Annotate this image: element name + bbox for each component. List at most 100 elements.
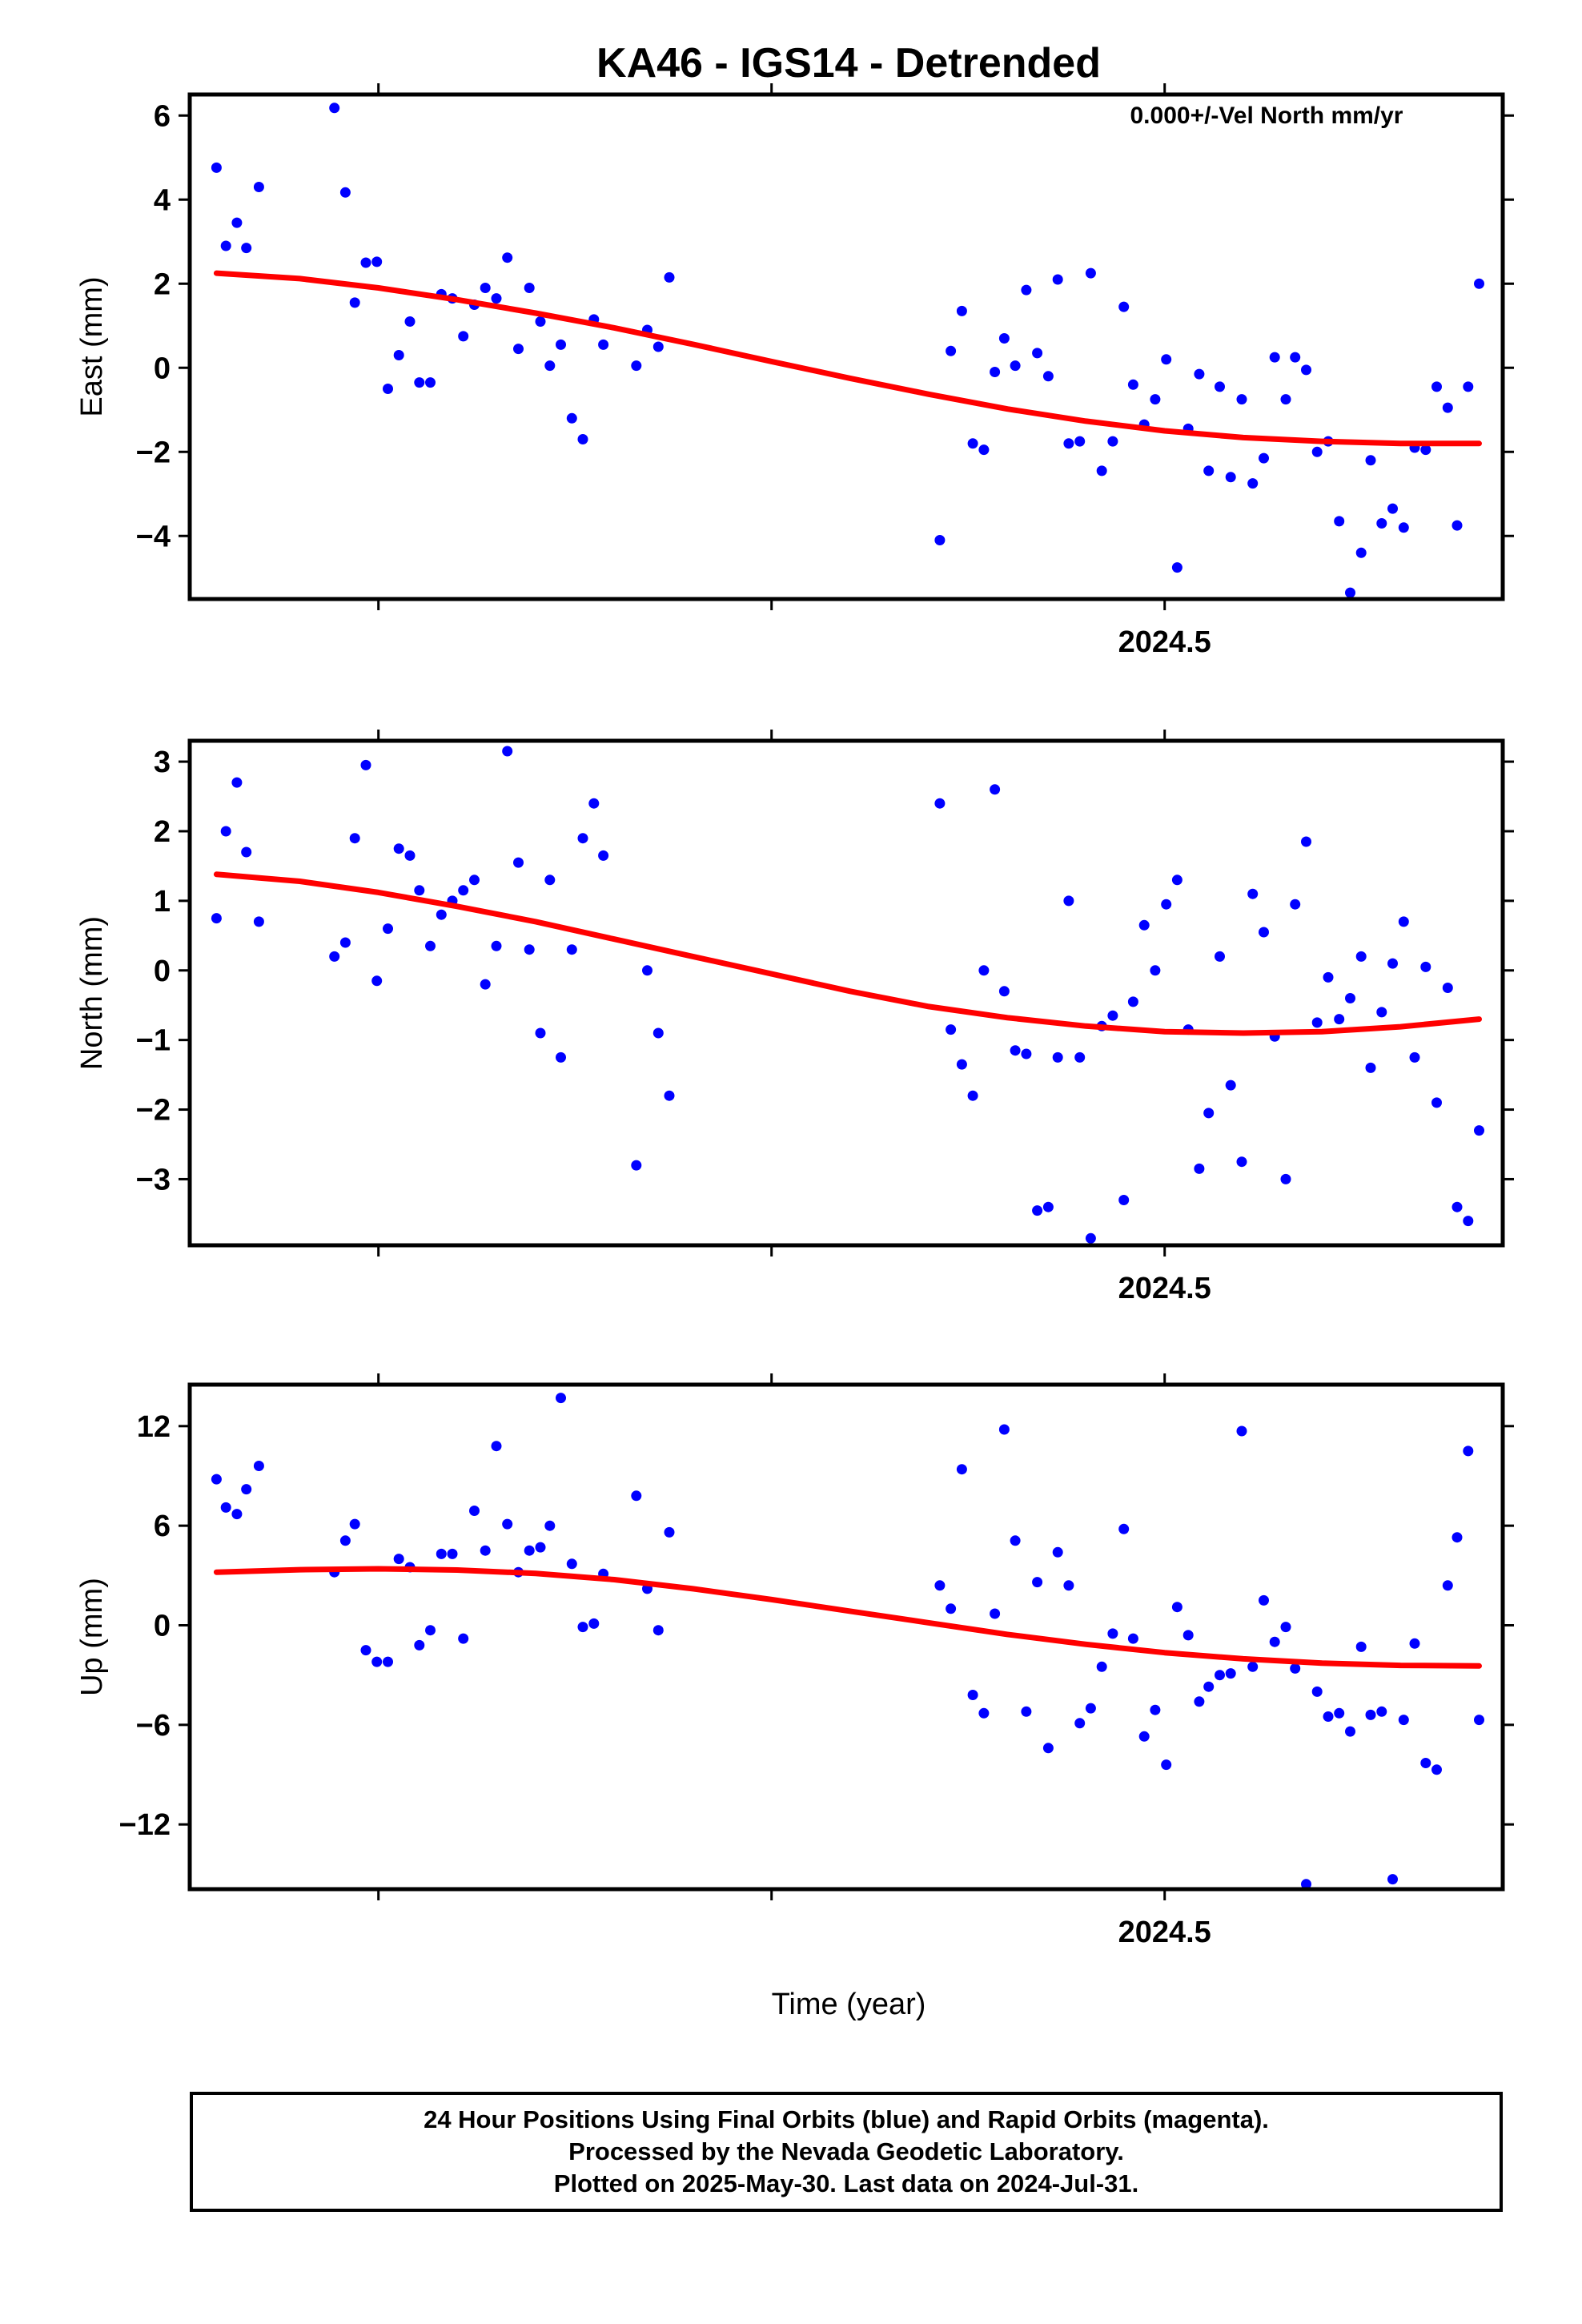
east-data-point [1225, 472, 1236, 483]
east-data-point [934, 535, 946, 545]
north-data-point [513, 857, 524, 868]
north-data-point [1259, 927, 1269, 938]
up-xtick-label: 2024.5 [1118, 1916, 1211, 1949]
north-data-point [360, 759, 371, 770]
up-data-point [211, 1474, 222, 1485]
east-data-point [544, 360, 556, 372]
east-axes-frame [187, 92, 1505, 601]
north-data-point [502, 746, 513, 757]
east-data-point [480, 283, 491, 293]
up-data-point [588, 1618, 600, 1629]
north-xtick-label: 2024.5 [1118, 1272, 1211, 1305]
north-data-point [956, 1059, 967, 1070]
east-data-point [1127, 379, 1138, 390]
up-data-point [1042, 1743, 1054, 1754]
up-data-point [1431, 1764, 1442, 1775]
north-data-point [1431, 1097, 1442, 1108]
north-data-point [946, 1024, 957, 1035]
up-data-point [1074, 1718, 1086, 1729]
east-data-point [1269, 352, 1280, 363]
north-data-point [491, 940, 502, 951]
east-data-point [491, 293, 502, 304]
east-ytick-label: 4 [154, 183, 171, 217]
up-data-point [998, 1424, 1010, 1435]
north-data-point [1290, 899, 1301, 910]
up-data-point [1452, 1532, 1463, 1543]
east-data-point [513, 344, 524, 355]
up-data-point [1194, 1696, 1205, 1707]
up-data-point [1376, 1706, 1387, 1717]
east-data-point [946, 345, 957, 356]
north-data-point [1203, 1108, 1215, 1119]
up-data-point [1171, 1602, 1182, 1613]
panel-up: 12 6 0 −6 −12 2024.5 Up (mm) [75, 1373, 1514, 1949]
east-data-point [211, 162, 222, 173]
up-data-point [1398, 1715, 1409, 1726]
north-y-axis-label: North (mm) [75, 916, 109, 1070]
east-data-point [339, 187, 351, 198]
east-data-point [1085, 267, 1096, 279]
up-data-point [1052, 1546, 1063, 1558]
up-data-point [1096, 1661, 1107, 1672]
north-data-point [1474, 1125, 1484, 1136]
north-data-point [524, 944, 535, 955]
east-data-point [631, 360, 642, 372]
up-data-point [1474, 1715, 1484, 1726]
chart-title: KA46 - IGS14 - Detrended [596, 40, 1101, 86]
east-data-point [1074, 436, 1086, 447]
east-data-point [1052, 274, 1063, 285]
up-data-point [480, 1545, 491, 1556]
up-data-point [1203, 1681, 1215, 1692]
east-data-point [1334, 516, 1345, 527]
east-data-point [1365, 455, 1376, 466]
east-data-point [1301, 364, 1311, 376]
panel-east: 6 4 2 0 −2 −4 2024.5 East (mm) [75, 83, 1514, 659]
up-data-point [360, 1645, 371, 1656]
north-data-point [425, 940, 436, 951]
up-data-point [231, 1509, 243, 1520]
up-data-point [502, 1518, 513, 1530]
up-data-point [652, 1625, 664, 1636]
east-data-point [1452, 520, 1463, 531]
up-data-point [978, 1707, 990, 1719]
north-data-point [1127, 996, 1138, 1007]
east-data-point [1150, 394, 1161, 405]
east-ytick-label: 6 [154, 99, 171, 133]
east-data-point [231, 217, 243, 228]
panel-north: 3 2 1 0 −1 −2 −3 2024.5 North (mm) [75, 730, 1514, 1305]
east-data-point [967, 438, 978, 449]
north-data-point [1376, 1007, 1387, 1018]
north-data-point [556, 1051, 566, 1063]
up-data-point [1365, 1709, 1376, 1720]
velocity-annotation: 0.000+/-Vel North mm/yr [1130, 103, 1403, 129]
north-data-point [1398, 916, 1409, 927]
north-ytick-label: −2 [136, 1094, 171, 1128]
up-data-point [1236, 1425, 1247, 1437]
up-data-point [1107, 1628, 1118, 1639]
up-data-point [535, 1542, 546, 1553]
north-data-point [1463, 1216, 1474, 1227]
east-data-point [1420, 444, 1431, 456]
north-data-point [1107, 1010, 1118, 1021]
up-ytick-label: 12 [137, 1410, 171, 1444]
north-ytick-label: 1 [154, 885, 171, 919]
east-y-axis-label: East (mm) [75, 276, 109, 416]
north-data-point [458, 885, 469, 896]
east-data-point [1171, 562, 1182, 573]
up-data-point [556, 1393, 566, 1404]
east-data-point [241, 243, 252, 254]
up-data-point [1247, 1661, 1259, 1672]
north-data-point [535, 1027, 546, 1039]
north-data-point [1365, 1062, 1376, 1073]
east-ytick-label: 0 [154, 352, 171, 385]
up-data-point [1334, 1707, 1345, 1719]
east-data-point [1107, 436, 1118, 447]
east-ytick-label: 2 [154, 267, 171, 301]
north-data-point [1442, 983, 1453, 993]
north-data-point [566, 944, 577, 955]
up-data-point [544, 1520, 556, 1531]
east-data-point [664, 271, 675, 283]
east-data-point [383, 384, 393, 394]
up-data-point [383, 1656, 393, 1667]
north-data-point [652, 1027, 664, 1039]
